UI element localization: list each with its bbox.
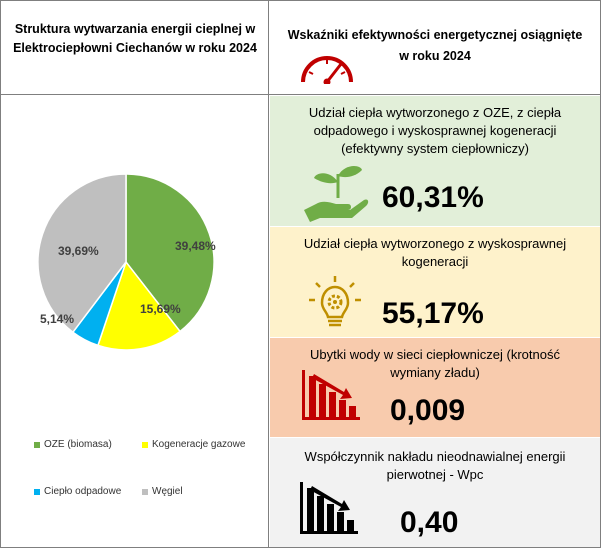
legend-swatch-kogeneracje	[142, 441, 148, 448]
indicator-panel-oze-share: Udział ciepła wytworzonego z OZE, z ciep…	[270, 96, 600, 226]
speedometer-icon	[301, 56, 353, 84]
pie-chart: 39,48% 15,69% 5,14% 39,69%	[37, 173, 216, 351]
header-divider	[0, 94, 601, 95]
legend-item-wegiel: Węgiel	[142, 486, 183, 497]
legend-swatch-oze	[34, 441, 40, 448]
indicator-text-line2: wymiany zładu)	[390, 365, 480, 380]
pie-slice-2	[96, 260, 182, 351]
indicator-description: Udział ciepła wytworzonego z wyskosprawn…	[270, 235, 600, 271]
indicator-panel-primary-energy-factor: Współczynnik nakładu nieodnawialnej ener…	[270, 438, 600, 547]
legend-item-oze: OZE (biomasa)	[34, 439, 112, 450]
indicator-text-line1: Ubytki wody w sieci ciepłowniczej (krotn…	[310, 347, 560, 362]
lightbulb-gear-icon	[309, 276, 361, 327]
indicators-title: Wskaźniki efektywności energetycznej osi…	[272, 26, 598, 66]
indicator-panel-cogeneration-share: Udział ciepła wytworzonego z wyskosprawn…	[270, 227, 600, 337]
legend-label-kogeneracje: Kogeneracje gazowe	[152, 439, 246, 450]
indicator-text-line1: Współczynnik nakładu nieodnawialnej ener…	[304, 449, 566, 464]
chart-title-line2: Elektrociepłowni Ciechanów w roku 2024	[13, 41, 257, 55]
indicator-description: Ubytki wody w sieci ciepłowniczej (krotn…	[270, 346, 600, 382]
indicator-value: 60,31%	[382, 181, 484, 214]
indicator-text-line2: pierwotnej - Wpc	[386, 467, 484, 482]
legend-item-kogeneracje: Kogeneracje gazowe	[142, 439, 245, 450]
plant-hand-icon	[304, 166, 369, 222]
legend-label-cieplo-odpadowe: Ciepło odpadowe	[44, 486, 122, 497]
indicator-description: Udział ciepła wytworzonego z OZE, z ciep…	[270, 104, 600, 158]
chart-title-line1: Struktura wytwarzania energii cieplnej w	[14, 22, 256, 36]
pie-data-label-2: 15,69%	[140, 302, 181, 316]
indicators-title-line2: w roku 2024	[399, 49, 471, 63]
legend-item-cieplo-odpadowe: Ciepło odpadowe	[34, 486, 121, 497]
pie-slice-1	[125, 173, 215, 333]
column-divider	[268, 0, 269, 548]
pie-data-label-4: 39,69%	[58, 244, 99, 258]
indicator-value: 0,40	[400, 506, 459, 539]
pie-data-label-3: 5,14%	[40, 312, 74, 326]
indicator-text-line3: (efektywny system ciepłowniczy)	[341, 141, 529, 156]
indicators-title-line1: Wskaźniki efektywności energetycznej osi…	[287, 28, 583, 42]
declining-bar-chart-icon	[302, 370, 360, 420]
legend-swatch-cieplo-odpadowe	[34, 488, 40, 495]
indicator-value: 55,17%	[382, 297, 484, 330]
legend-swatch-wegiel	[142, 488, 148, 495]
legend-label-oze: OZE (biomasa)	[44, 439, 112, 450]
declining-bar-chart-icon	[300, 482, 358, 534]
indicator-text-line2: kogeneracji	[401, 254, 469, 269]
indicator-text-line1: Udział ciepła wytworzonego z OZE, z ciep…	[308, 105, 562, 120]
indicator-text-line1: Udział ciepła wytworzonego z wyskosprawn…	[303, 236, 567, 251]
indicator-text-line2: odpadowego i wyskosprawnej kogeneracji	[313, 123, 557, 138]
indicator-panel-water-loss: Ubytki wody w sieci ciepłowniczej (krotn…	[270, 338, 600, 437]
chart-title: Struktura wytwarzania energii cieplnej w…	[4, 20, 266, 58]
pie-slice-4	[37, 173, 127, 334]
pie-data-label-1: 39,48%	[175, 239, 216, 253]
legend-label-wegiel: Węgiel	[152, 486, 183, 497]
indicator-description: Współczynnik nakładu nieodnawialnej ener…	[270, 448, 600, 484]
indicator-value: 0,009	[390, 394, 466, 427]
